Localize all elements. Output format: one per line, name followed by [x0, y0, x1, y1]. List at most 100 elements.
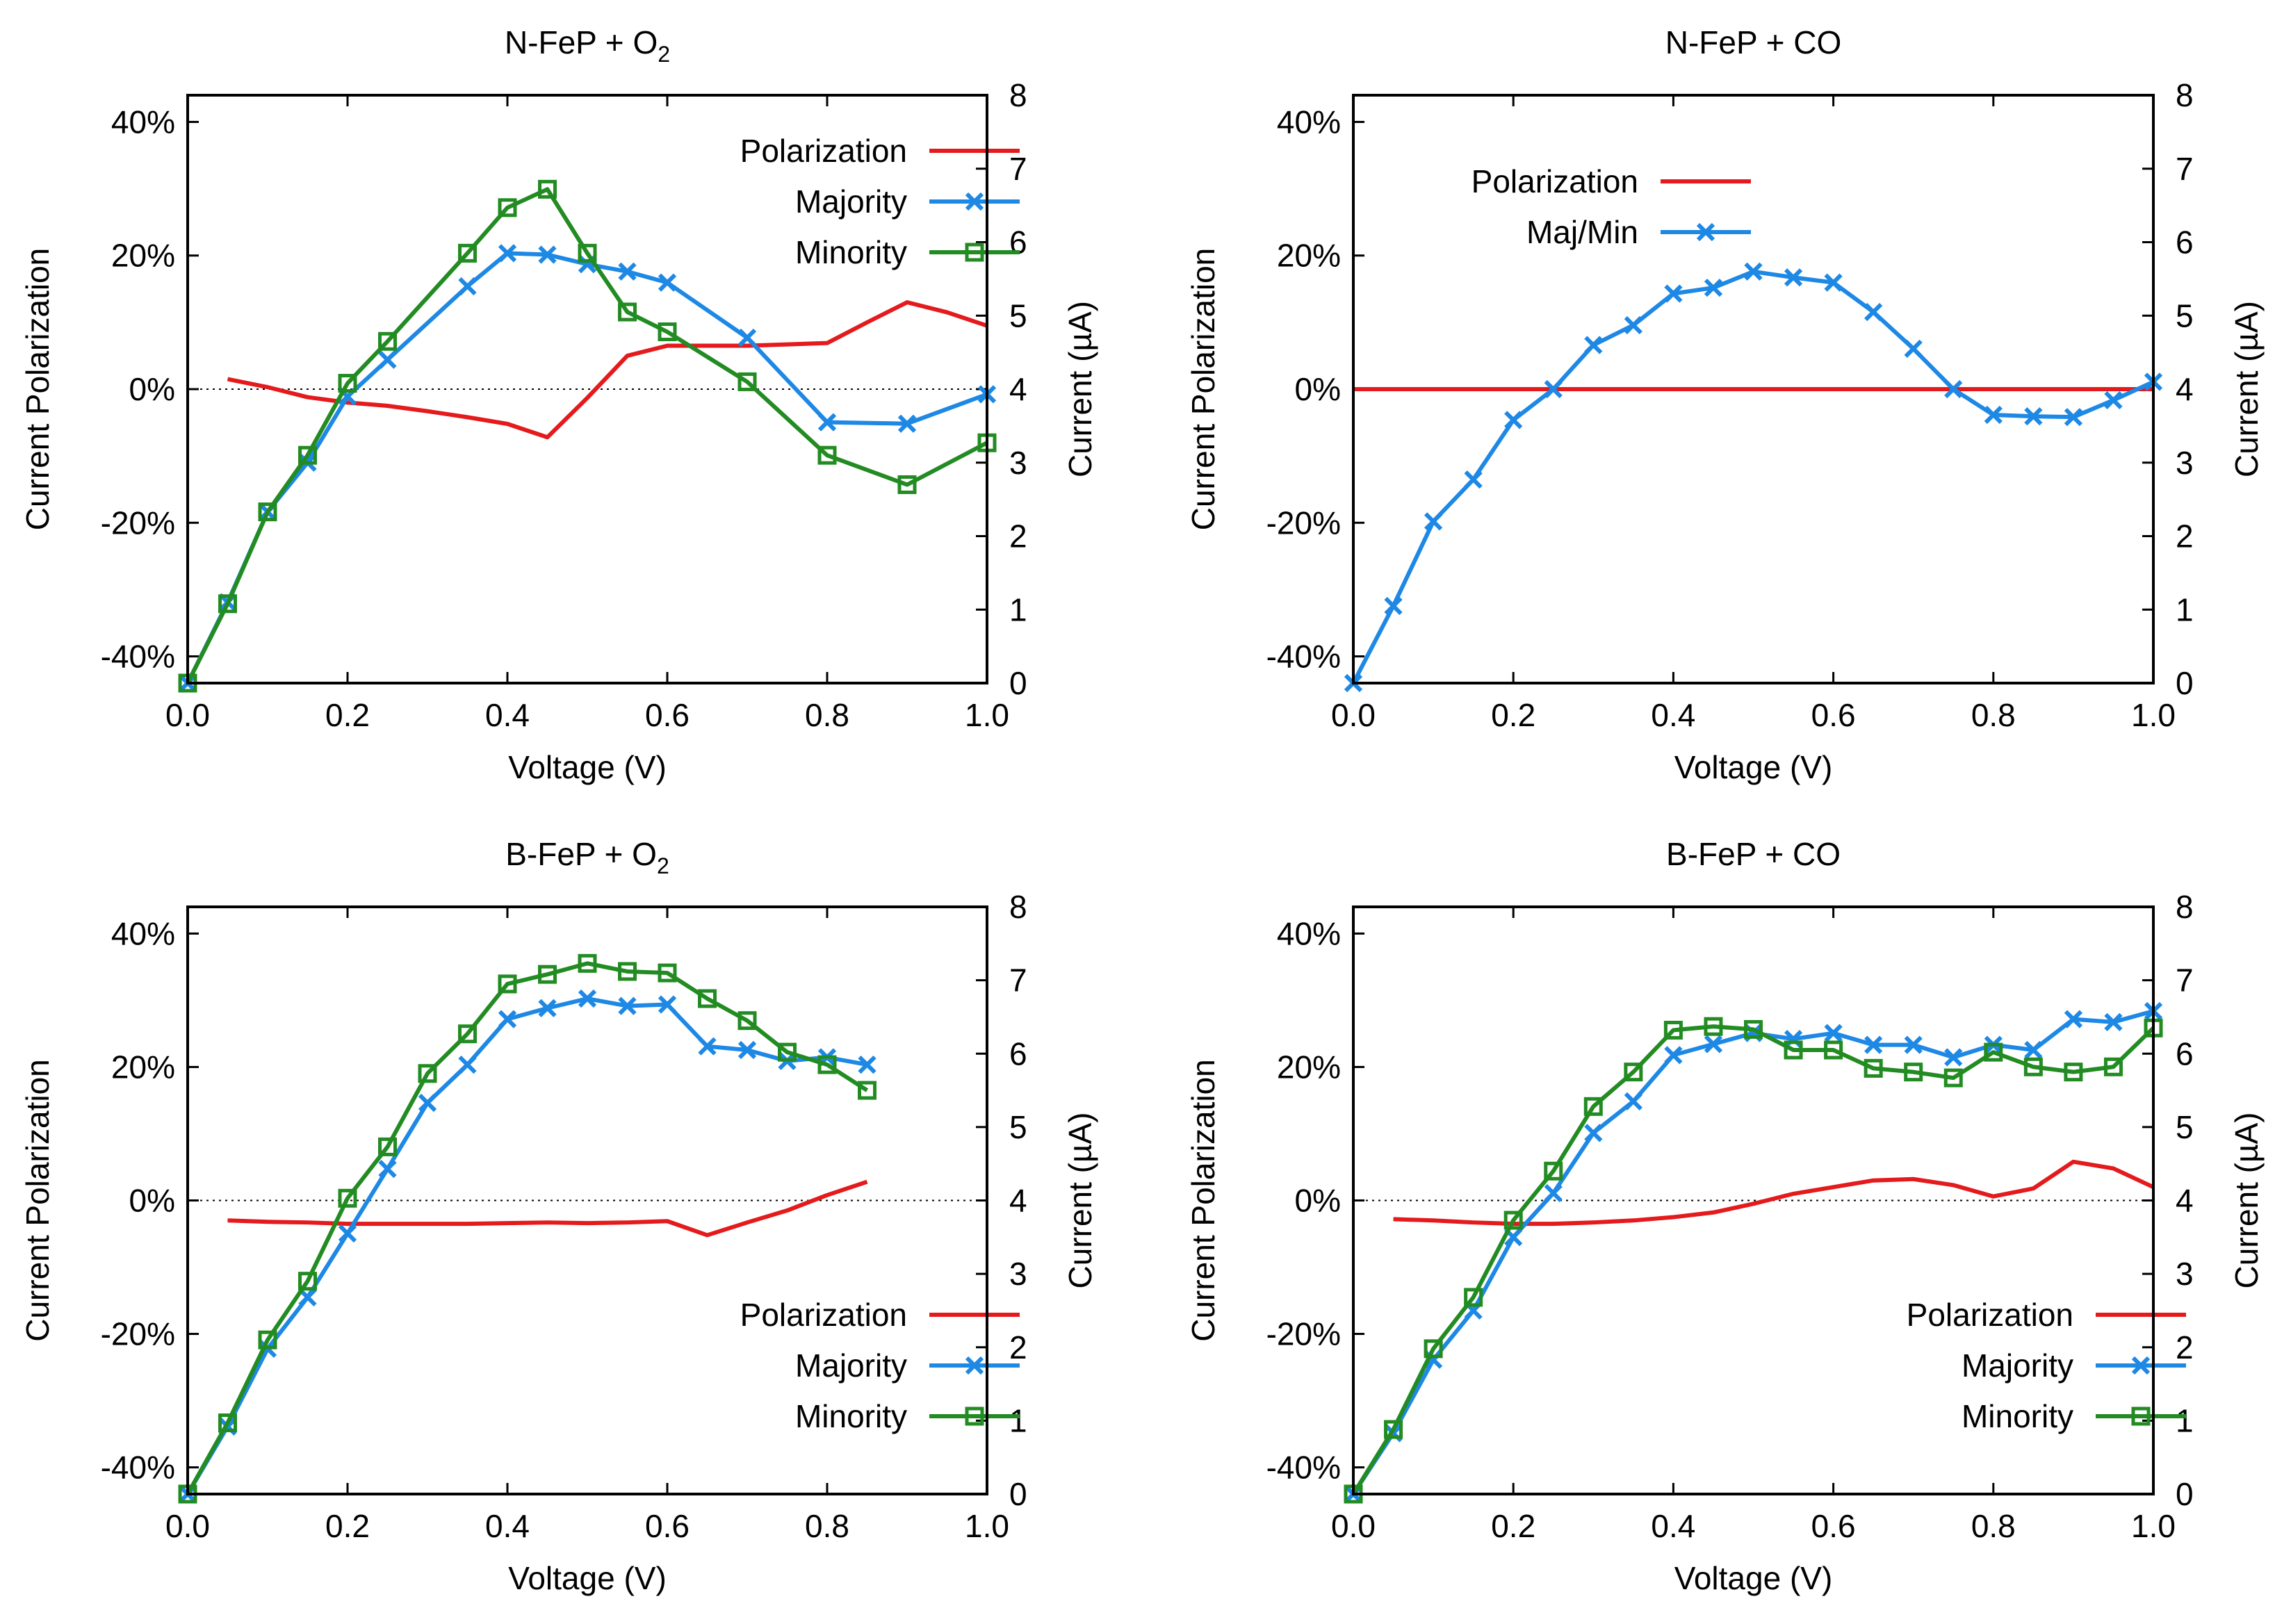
y-right-tick-label: 4 [2176, 1183, 2194, 1219]
data-point-marker-x [1664, 1046, 1683, 1065]
legend-item: Polarization [1471, 163, 1751, 199]
x-axis-label: Voltage (V) [1674, 1560, 1833, 1596]
chart-panel-2: N-FeP + CO0.0 0.2 0.4 0.6 0.8 1.0-40%-20%0%20… [1185, 24, 2265, 785]
data-point-cross-b [897, 414, 917, 433]
data-point-cross-b [458, 1055, 477, 1074]
y-right-tick-label: 0 [1009, 665, 1027, 701]
y-left-tick-label: -20% [1266, 1316, 1341, 1352]
data-point-marker-x [1504, 411, 1523, 429]
data-point-cross-b [658, 995, 677, 1014]
x-tick-label: 0.6 [1811, 697, 1856, 733]
data-point-cross-b [618, 262, 637, 281]
data-point-cross-b [1824, 273, 1843, 292]
plot-frame [1352, 94, 2155, 684]
y-right-tick-label: 1 [2176, 1402, 2194, 1438]
x-tick-label: 0.4 [485, 1508, 530, 1544]
data-point-marker-square [1904, 1063, 1923, 1082]
chart-title: B-FeP + CO [1666, 836, 1841, 872]
y-left-tick-label: -40% [1266, 639, 1341, 675]
data-point-marker-x [1864, 1035, 1883, 1054]
y-left-tick-label: 40% [111, 915, 175, 951]
data-point-cross-b [858, 1055, 877, 1074]
data-point-marker-square [965, 243, 984, 262]
chart-title-subscript: 2 [657, 853, 669, 878]
y-left-tick-label: 0% [129, 1183, 175, 1219]
data-point-cross-b [498, 1010, 517, 1028]
x-tick-label: 0.6 [645, 697, 690, 733]
data-point-cross-b [1584, 336, 1603, 354]
data-point-marker-square [378, 331, 397, 351]
chart-title-text: B-FeP + CO [1666, 836, 1841, 872]
y-left-tick-label: 20% [111, 1049, 175, 1085]
plot-frame [186, 94, 988, 684]
data-point-marker-x [658, 995, 677, 1014]
y-right-tick-label: 8 [2176, 77, 2194, 113]
y-right-tick-label: 6 [1009, 224, 1027, 261]
data-point-cross-b [1504, 411, 1523, 429]
x-tick-label: 0.8 [805, 697, 849, 733]
data-point-marker-x [338, 1224, 357, 1243]
x-tick-label: 0.0 [1331, 1508, 1376, 1544]
series-polarization [227, 300, 988, 440]
data-point-marker-square [258, 1330, 277, 1350]
data-point-cross-b [698, 1037, 717, 1056]
data-point-marker-square [1744, 1019, 1763, 1039]
data-point-marker-x [2104, 1012, 2123, 1031]
y-right-axis-label: Current (µA) [1062, 301, 1098, 477]
data-point-cross-b [1784, 268, 1803, 287]
data-point-marker-x [817, 413, 837, 432]
x-axis-label: Voltage (V) [1674, 749, 1833, 785]
data-point-cross-b [2104, 391, 2123, 409]
legend-label: Maj/Min [1526, 214, 1638, 250]
data-point-marker-x [1944, 1048, 1963, 1067]
legend-item: Minority [795, 1398, 1020, 1434]
data-point-marker-x [458, 1055, 477, 1074]
data-point-marker-square [618, 302, 637, 322]
data-point-cross-b [1864, 302, 1883, 322]
data-point-marker-x [1704, 1035, 1723, 1053]
y-right-tick-label: 0 [1009, 1476, 1027, 1512]
data-point-marker-x [1824, 273, 1843, 292]
y-left-tick-label: -20% [101, 1316, 175, 1352]
data-point-marker-square [858, 1081, 877, 1100]
y-right-tick-label: 5 [1009, 1109, 1027, 1145]
data-point-marker-x [538, 999, 557, 1017]
data-point-cross-b [2064, 408, 2083, 427]
data-point-marker-square [2131, 1406, 2151, 1426]
y-right-tick-label: 5 [2176, 1109, 2194, 1145]
data-point-marker-square [658, 322, 677, 342]
series-line [227, 1179, 868, 1238]
data-point-cross-b [2024, 1040, 2043, 1060]
data-point-cross-b [618, 996, 637, 1015]
data-point-marker-square [1384, 1420, 1403, 1439]
legend-item: Polarization [1907, 1297, 2186, 1333]
chart-title: B-FeP + O2 [505, 836, 669, 878]
data-point-marker-x [498, 244, 517, 263]
data-point-marker-x [1904, 339, 1923, 358]
y-left-tick-label: -40% [1266, 1450, 1341, 1486]
data-point-cross-b [1704, 1035, 1723, 1053]
data-point-marker-square [338, 374, 357, 393]
plot-frame [186, 905, 988, 1495]
legend-item: Minority [1962, 1398, 2186, 1434]
y-right-tick-label: 4 [1009, 371, 1027, 407]
series-line [227, 300, 988, 440]
data-point-marker-x [378, 350, 397, 369]
legend: Polarization Maj/Min [1471, 163, 1751, 250]
y-left-tick-label: 20% [111, 238, 175, 274]
x-tick-label: 0.2 [325, 697, 370, 733]
data-point-cross-b [578, 989, 597, 1008]
x-tick-label: 1.0 [965, 1508, 1009, 1544]
data-point-marker-square [737, 372, 757, 391]
data-point-cross-b [965, 1356, 984, 1375]
data-point-cross-b [1504, 1228, 1523, 1247]
x-axis-label: Voltage (V) [508, 749, 667, 785]
series-line [1351, 1024, 2155, 1495]
data-point-cross-b [1384, 596, 1403, 616]
data-point-marker-square [498, 974, 517, 994]
data-point-marker-x [737, 1040, 757, 1060]
legend-item: Majority [795, 1347, 1020, 1384]
data-point-marker-x [1696, 222, 1715, 242]
x-tick-label: 0.4 [1651, 1508, 1695, 1544]
